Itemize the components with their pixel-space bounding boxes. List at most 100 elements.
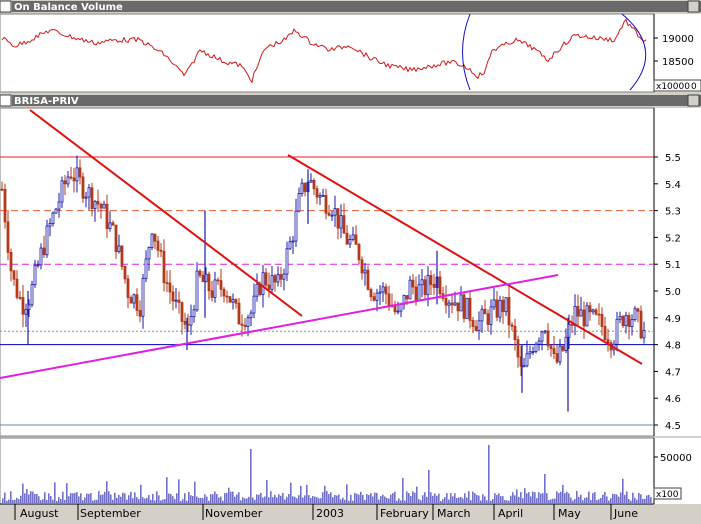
- price-tick-label: 5.3: [665, 207, 681, 218]
- volume-bar: [2, 498, 4, 503]
- volume-bar: [450, 493, 452, 503]
- volume-bar: [536, 498, 538, 503]
- price-collapse-box[interactable]: [0, 94, 12, 107]
- volume-bar: [236, 494, 238, 503]
- volume-bar: [82, 500, 84, 503]
- volume-bar: [596, 500, 598, 503]
- candle-body: [138, 310, 142, 317]
- volume-bar: [598, 499, 600, 503]
- candle-body: [327, 212, 331, 216]
- volume-bar: [632, 492, 634, 503]
- candle-body: [264, 272, 268, 286]
- candle-body: [99, 203, 103, 209]
- candle-body: [84, 196, 88, 199]
- obv-tick-label: 19000: [662, 34, 694, 45]
- volume-bar: [402, 478, 404, 503]
- candle-body: [555, 353, 559, 363]
- volume-bar: [376, 492, 378, 503]
- volume-bar: [624, 494, 626, 503]
- volume-bar: [14, 499, 16, 503]
- candle-body: [444, 298, 448, 306]
- volume-bar: [344, 499, 346, 503]
- volume-bar: [352, 500, 354, 503]
- candle-body: [213, 279, 217, 298]
- candle-body: [534, 343, 538, 352]
- candle-body: [129, 297, 133, 304]
- volume-bar: [258, 494, 260, 503]
- volume-bar: [410, 496, 412, 503]
- volume-bar: [8, 499, 10, 503]
- candle-body: [120, 245, 124, 267]
- volume-bar: [146, 498, 148, 503]
- volume-bar: [610, 498, 612, 503]
- candle-body: [3, 188, 7, 223]
- volume-bar: [448, 499, 450, 503]
- candle-body: [33, 265, 37, 286]
- obv-maximize-button[interactable]: [687, 0, 700, 13]
- volume-bar: [34, 493, 36, 503]
- candle-body: [447, 302, 451, 306]
- volume-bar: [394, 491, 396, 503]
- candle-body: [558, 345, 562, 363]
- volume-bar: [406, 491, 408, 503]
- price-tick-label: 4.9: [665, 314, 681, 325]
- volume-bar: [468, 491, 470, 503]
- volume-bar: [370, 493, 372, 503]
- volume-bar: [52, 499, 54, 503]
- volume-bar: [170, 494, 172, 503]
- volume-bar: [570, 497, 572, 503]
- volume-bar: [150, 499, 152, 503]
- volume-bar: [180, 500, 182, 503]
- volume-bar: [590, 500, 592, 503]
- volume-bar: [190, 495, 192, 503]
- candle-body: [171, 291, 175, 302]
- volume-bar: [354, 492, 356, 503]
- candle-body: [42, 247, 46, 256]
- candle-body: [180, 302, 184, 322]
- candle-body: [384, 286, 388, 295]
- volume-bar: [54, 482, 56, 503]
- candle-body: [12, 270, 16, 280]
- volume-bar: [400, 500, 402, 503]
- x-axis-label: March: [437, 507, 471, 520]
- candle-body: [516, 339, 520, 358]
- candle-body: [618, 315, 622, 320]
- panel-collapse-box[interactable]: [0, 0, 12, 13]
- volume-bar: [428, 470, 430, 503]
- volume-bar: [182, 499, 184, 503]
- candle-body: [36, 264, 40, 267]
- price-tick-label: 5.2: [665, 233, 681, 244]
- volume-bar: [602, 494, 604, 503]
- volume-bar: [26, 489, 28, 503]
- volume-bar: [432, 495, 434, 503]
- volume-bar: [36, 494, 38, 503]
- volume-bar: [242, 497, 244, 503]
- volume-bar: [50, 496, 52, 503]
- candle-body: [573, 305, 577, 326]
- volume-bar: [40, 500, 42, 503]
- volume-bar: [496, 495, 498, 503]
- volume-bar: [634, 497, 636, 503]
- candle-body: [192, 309, 196, 317]
- candle-body: [468, 297, 472, 321]
- volume-bar: [324, 485, 326, 503]
- price-title-bar: [12, 95, 701, 106]
- volume-bar: [600, 498, 602, 503]
- price-tick-label: 5.4: [665, 180, 681, 191]
- volume-bar: [562, 484, 564, 503]
- volume-bar: [288, 493, 290, 503]
- volume-bar: [196, 496, 198, 503]
- candle-body: [627, 315, 631, 327]
- volume-bar: [388, 498, 390, 503]
- candle-body: [117, 245, 121, 253]
- volume-bar: [62, 491, 64, 503]
- volume-bar: [314, 496, 316, 503]
- price-tick-label: 4.7: [665, 367, 681, 378]
- price-maximize-button[interactable]: [687, 94, 700, 107]
- candle-body: [636, 308, 640, 312]
- x-axis-label: May: [558, 507, 581, 520]
- candle-body: [198, 270, 202, 276]
- candle-body: [363, 269, 367, 274]
- volume-bar: [74, 493, 76, 503]
- candle-body: [21, 297, 25, 315]
